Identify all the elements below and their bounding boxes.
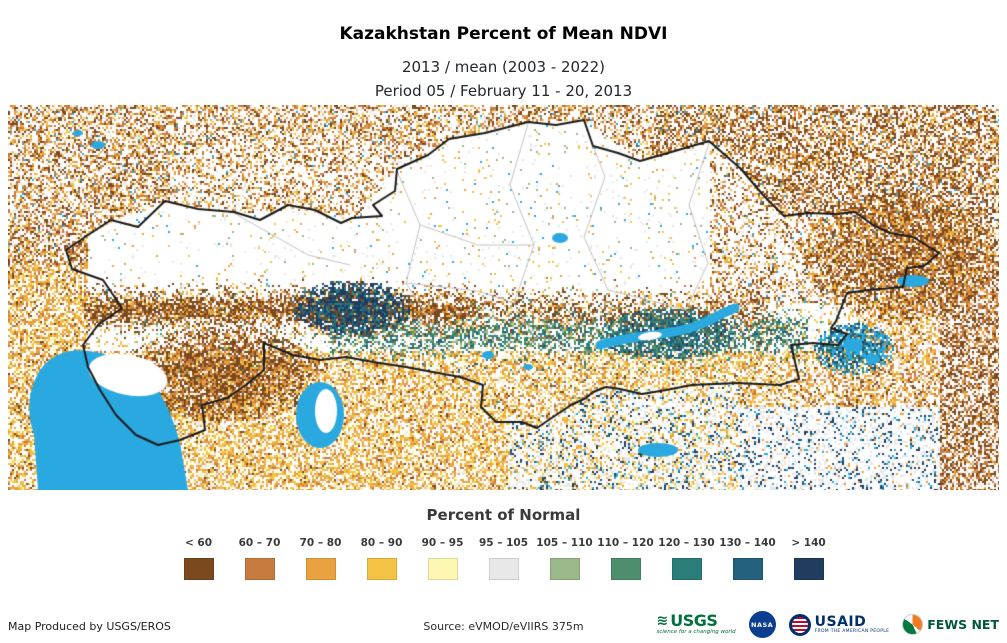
source-text: Source: eVMOD/eVIIRS 375m — [423, 620, 584, 633]
legend-class-swatch — [366, 558, 397, 580]
legend-class-label: 130 – 140 — [719, 537, 776, 549]
nasa-meatball-icon: NASA — [748, 611, 776, 638]
legend-class-swatch — [244, 558, 275, 580]
subtitle-year-range: 2013 / mean (2003 - 2022) — [401, 58, 606, 76]
legend-class-swatch — [183, 558, 214, 580]
usaid-tagline: FROM THE AMERICAN PEOPLE — [814, 629, 890, 634]
nasa-logo-text: NASA — [751, 620, 774, 629]
legend-class-10: > 140 — [778, 537, 839, 580]
usaid-logo-text: USAID — [814, 613, 867, 630]
legend-class-label: 120 – 130 — [658, 537, 715, 549]
legend-class-label: > 140 — [791, 537, 826, 549]
fewsnet-logo: FEWS NET — [902, 614, 999, 635]
legend-class-3: 80 – 90 — [351, 537, 412, 580]
legend-class-swatch — [793, 558, 824, 580]
fewsnet-logo-text: FEWS NET — [927, 617, 999, 632]
legend-class-4: 90 – 95 — [412, 537, 473, 580]
usgs-logo: ≋ USGS science for a changing world — [656, 613, 735, 636]
legend-class-8: 120 – 130 — [656, 537, 717, 580]
legend-class-swatch — [488, 558, 519, 580]
legend-class-1: 60 – 70 — [229, 537, 290, 580]
legend-class-9: 130 – 140 — [717, 537, 778, 580]
page-title: Kazakhstan Percent of Mean NDVI — [339, 24, 668, 44]
legend-class-swatch — [732, 558, 763, 580]
legend-class-label: 105 – 110 — [536, 537, 593, 549]
ndvi-map-image — [8, 105, 999, 490]
usgs-logo-text: USGS — [670, 611, 718, 631]
legend-class-swatch — [427, 558, 458, 580]
usaid-logo: USAID FROM THE AMERICAN PEOPLE — [788, 613, 890, 636]
produced-by-text: Map Produced by USGS/EROS — [8, 620, 171, 633]
legend-class-label: 90 – 95 — [421, 537, 464, 549]
ndvi-map-region — [8, 105, 999, 490]
map-legend: Percent of Normal < 60 60 – 70 70 – 80 80 –… — [0, 506, 1007, 580]
legend-class-5: 95 – 105 — [473, 537, 534, 580]
subtitle-period: Period 05 / February 11 - 20, 2013 — [374, 82, 633, 100]
legend-class-swatch — [671, 558, 702, 580]
fewsnet-globe-icon — [902, 614, 924, 635]
usgs-wave-icon: ≋ — [656, 613, 669, 630]
partner-logos: ≋ USGS science for a changing world NASA… — [656, 611, 999, 638]
usgs-tagline: science for a changing world — [656, 629, 736, 636]
legend-class-label: 70 – 80 — [299, 537, 342, 549]
legend-class-0: < 60 — [168, 537, 229, 580]
legend-class-swatch — [610, 558, 641, 580]
legend-class-label: < 60 — [184, 537, 213, 549]
legend-class-6: 105 – 110 — [534, 537, 595, 580]
legend-class-label: 80 – 90 — [360, 537, 403, 549]
legend-title: Percent of Normal — [426, 506, 581, 524]
legend-class-swatch — [549, 558, 580, 580]
legend-class-7: 110 – 120 — [595, 537, 656, 580]
legend-class-label: 110 – 120 — [597, 537, 654, 549]
legend-class-swatch — [305, 558, 336, 580]
legend-items: < 60 60 – 70 70 – 80 80 – 90 90 – 95 95 – 105… — [0, 537, 1007, 580]
legend-class-label: 60 – 70 — [238, 537, 281, 549]
legend-class-2: 70 – 80 — [290, 537, 351, 580]
legend-class-label: 95 – 105 — [478, 537, 529, 549]
usaid-seal-icon — [788, 613, 811, 636]
